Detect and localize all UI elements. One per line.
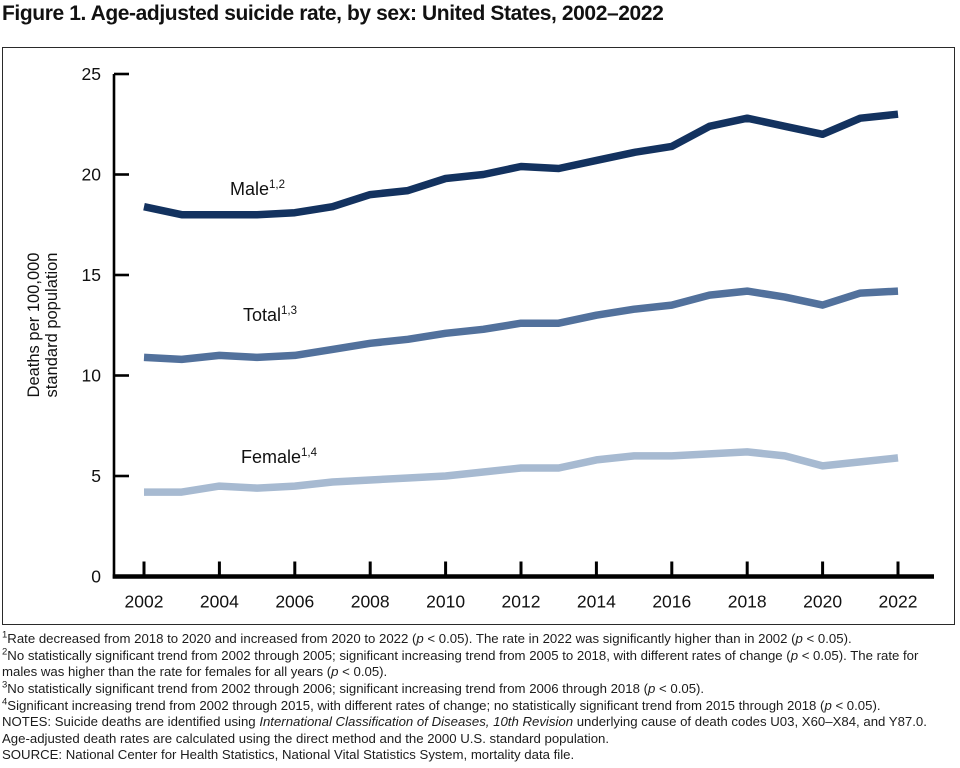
footnote-text: No statistically significant trend from … — [7, 647, 791, 663]
footnote-superscript: 1 — [2, 629, 8, 641]
male-series-label-text: Male — [230, 179, 270, 199]
female-line — [144, 448, 899, 496]
x-tick-label: 2006 — [275, 592, 314, 612]
y-tick-label: 20 — [82, 165, 102, 185]
footnote-text: < 0.05). — [338, 664, 388, 680]
footnote-text: Significant increasing trend from 2002 t… — [7, 697, 825, 713]
footnotes-block: 1Rate decreased from 2018 to 2020 and in… — [2, 629, 954, 764]
footnote-italic-text: p — [416, 631, 424, 646]
x-tick-label: 2020 — [803, 592, 842, 612]
x-tick-label: 2022 — [879, 592, 918, 612]
total-series-label: Total1,3 — [243, 305, 297, 326]
footnote-4: 4Significant increasing trend from 2002 … — [2, 696, 954, 715]
line-chart: 0 5 10 15 20 25 2002 2004 2006 2008 2010 2012 2014 20… — [25, 64, 934, 612]
chart-frame: 0 5 10 15 20 25 2002 2004 2006 2008 2010 2012 2014 20… — [2, 47, 955, 625]
notes-text: NOTES: Suicide deaths are identified usi… — [2, 714, 954, 747]
footnote-text: No statistically significant trend from … — [7, 680, 648, 696]
y-tick-label: 5 — [91, 466, 101, 486]
x-tick-label: 2014 — [577, 592, 616, 612]
footnote-text: < 0.05). — [655, 680, 705, 696]
footnote-italic-text: p — [790, 647, 799, 663]
x-tick-label: 2008 — [351, 592, 390, 612]
footnote-italic-text: p — [795, 631, 803, 646]
male-series-label-sup: 1,2 — [269, 179, 286, 191]
y-axis-title-line: standard population — [43, 253, 61, 398]
figure-title: Figure 1. Age-adjusted suicide rate, by … — [2, 2, 664, 25]
footnote-text: < 0.05). — [802, 631, 852, 646]
footnote-superscript: 4 — [2, 696, 8, 708]
footnote-italic-text: International Classification of Diseases… — [259, 714, 574, 730]
x-tick-label: 2004 — [200, 592, 239, 612]
total-line — [143, 287, 899, 364]
footnote-text: < 0.05). The rate in 2022 was significan… — [423, 631, 796, 646]
footnote-3: 3No statistically significant trend from… — [2, 679, 954, 698]
footnote-text: < 0.05). — [831, 697, 881, 713]
footnote-text: Rate decreased from 2018 to 2020 and inc… — [7, 631, 417, 646]
footnote-text: SOURCE: National Center for Health Stati… — [2, 747, 575, 763]
female-series-label-text: Female — [241, 447, 302, 467]
footnote-italic-text: p — [824, 697, 832, 713]
y-axis-title-line: Deaths per 100,000 — [25, 253, 43, 398]
footnote-text: NOTES: Suicide deaths are identified usi… — [2, 714, 260, 730]
female-series-label: Female1,4 — [241, 447, 317, 468]
footnote-text: underlying cause of death codes U03, X60… — [2, 714, 927, 746]
footnote-1: 1Rate decreased from 2018 to 2020 and in… — [2, 629, 954, 648]
footnote-superscript: 2 — [2, 646, 8, 658]
y-tick-label: 15 — [82, 265, 101, 285]
female-series-label-sup: 1,4 — [301, 447, 318, 459]
x-tick-label: 2002 — [125, 592, 164, 612]
x-tick-label: 2012 — [502, 592, 541, 612]
footnote-2: 2No statistically significant trend from… — [2, 646, 954, 681]
footnote-superscript: 3 — [2, 679, 8, 691]
y-tick-label: 10 — [82, 366, 102, 386]
male-line — [143, 110, 899, 219]
y-tick-label: 0 — [91, 567, 101, 587]
footnote-text: < 0.05). The rate for males was higher t… — [2, 647, 919, 680]
footnote-italic-text: p — [648, 680, 656, 696]
male-series-label: Male1,2 — [230, 179, 285, 200]
x-tick-label: 2018 — [728, 592, 767, 612]
footnote-italic-text: p — [331, 664, 339, 680]
total-series-label-sup: 1,3 — [281, 305, 298, 317]
source-text: SOURCE: National Center for Health Stati… — [2, 747, 954, 764]
y-tick-label: 25 — [82, 64, 101, 84]
total-series-label-text: Total — [243, 305, 282, 325]
x-tick-label: 2016 — [652, 592, 691, 612]
x-tick-label: 2010 — [426, 592, 465, 612]
